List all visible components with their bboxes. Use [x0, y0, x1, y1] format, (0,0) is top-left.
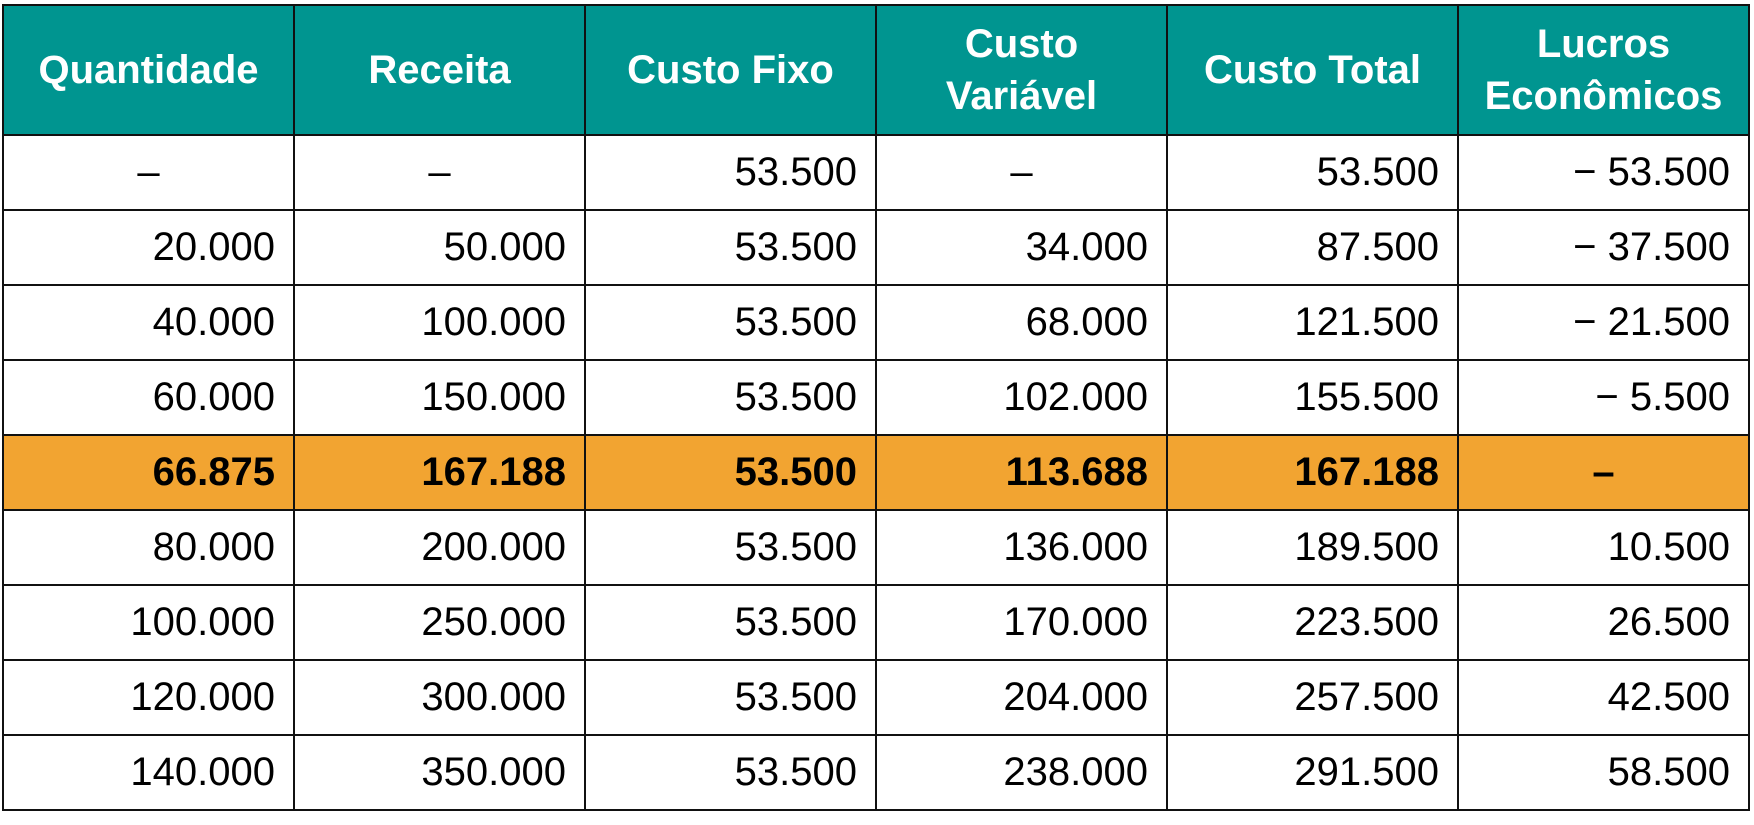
cell-lucros-economicos: − 37.500 [1457, 209, 1750, 286]
cell-custo-fixo: 53.500 [584, 734, 877, 811]
cell-custo-fixo: 53.500 [584, 509, 877, 586]
cell-custo-total: 155.500 [1166, 359, 1459, 436]
cell-custo-total: 223.500 [1166, 584, 1459, 661]
cell-custo-total: 291.500 [1166, 734, 1459, 811]
table-row: 40.000 100.000 53.500 68.000 121.500 − 2… [2, 284, 1750, 361]
cell-lucros-economicos: 42.500 [1457, 659, 1750, 736]
cell-lucros-economicos: 26.500 [1457, 584, 1750, 661]
cell-custo-variavel: – [875, 134, 1168, 211]
table-row: 20.000 50.000 53.500 34.000 87.500 − 37.… [2, 209, 1750, 286]
cell-lucros-economicos: − 53.500 [1457, 134, 1750, 211]
cell-custo-variavel: 170.000 [875, 584, 1168, 661]
cell-custo-variavel: 34.000 [875, 209, 1168, 286]
table-row: 60.000 150.000 53.500 102.000 155.500 − … [2, 359, 1750, 436]
cell-custo-fixo: 53.500 [584, 434, 877, 511]
cell-quantidade: 20.000 [2, 209, 295, 286]
cell-custo-total: 189.500 [1166, 509, 1459, 586]
table-row: – – 53.500 – 53.500 − 53.500 [2, 134, 1750, 211]
cell-receita: 150.000 [293, 359, 586, 436]
table-row: 100.000 250.000 53.500 170.000 223.500 2… [2, 584, 1750, 661]
header-quantidade: Quantidade [2, 4, 295, 136]
cell-lucros-economicos: 10.500 [1457, 509, 1750, 586]
cell-receita: 350.000 [293, 734, 586, 811]
table-row: 140.000 350.000 53.500 238.000 291.500 5… [2, 734, 1750, 811]
cell-receita: 200.000 [293, 509, 586, 586]
cell-custo-variavel: 68.000 [875, 284, 1168, 361]
cell-custo-fixo: 53.500 [584, 284, 877, 361]
breakeven-row: 66.875 167.188 53.500 113.688 167.188 – [2, 434, 1750, 511]
table-header: Quantidade Receita Custo Fixo Custo Vari… [2, 4, 1750, 136]
cell-receita: 50.000 [293, 209, 586, 286]
cell-custo-fixo: 53.500 [584, 134, 877, 211]
cell-lucros-economicos: − 21.500 [1457, 284, 1750, 361]
cell-custo-fixo: 53.500 [584, 584, 877, 661]
table-row: 120.000 300.000 53.500 204.000 257.500 4… [2, 659, 1750, 736]
cell-custo-fixo: 53.500 [584, 659, 877, 736]
breakeven-table: Quantidade Receita Custo Fixo Custo Vari… [2, 4, 1750, 811]
cell-receita: 167.188 [293, 434, 586, 511]
cell-custo-total: 53.500 [1166, 134, 1459, 211]
cell-quantidade: 80.000 [2, 509, 295, 586]
header-custo-fixo: Custo Fixo [584, 4, 877, 136]
cell-quantidade: 60.000 [2, 359, 295, 436]
cell-custo-variavel: 238.000 [875, 734, 1168, 811]
cell-custo-total: 87.500 [1166, 209, 1459, 286]
table-row: 80.000 200.000 53.500 136.000 189.500 10… [2, 509, 1750, 586]
cell-quantidade: 120.000 [2, 659, 295, 736]
cell-custo-variavel: 136.000 [875, 509, 1168, 586]
cell-custo-variavel: 204.000 [875, 659, 1168, 736]
table-body: – – 53.500 – 53.500 − 53.500 20.000 50.0… [2, 134, 1750, 811]
cell-quantidade: 100.000 [2, 584, 295, 661]
cell-receita: 250.000 [293, 584, 586, 661]
cell-receita: – [293, 134, 586, 211]
cell-quantidade: 40.000 [2, 284, 295, 361]
header-custo-total: Custo Total [1166, 4, 1459, 136]
cell-custo-total: 121.500 [1166, 284, 1459, 361]
header-custo-variavel: Custo Variável [875, 4, 1168, 136]
cell-custo-fixo: 53.500 [584, 359, 877, 436]
cell-quantidade: 66.875 [2, 434, 295, 511]
header-row: Quantidade Receita Custo Fixo Custo Vari… [2, 4, 1750, 136]
cell-custo-total: 167.188 [1166, 434, 1459, 511]
cell-custo-total: 257.500 [1166, 659, 1459, 736]
header-lucros-economicos: Lucros Econômicos [1457, 4, 1750, 136]
header-receita: Receita [293, 4, 586, 136]
cell-custo-variavel: 113.688 [875, 434, 1168, 511]
cell-quantidade: – [2, 134, 295, 211]
cell-custo-variavel: 102.000 [875, 359, 1168, 436]
cell-receita: 300.000 [293, 659, 586, 736]
cell-lucros-economicos: 58.500 [1457, 734, 1750, 811]
cell-receita: 100.000 [293, 284, 586, 361]
cell-quantidade: 140.000 [2, 734, 295, 811]
cell-lucros-economicos: – [1457, 434, 1750, 511]
cell-custo-fixo: 53.500 [584, 209, 877, 286]
cell-lucros-economicos: − 5.500 [1457, 359, 1750, 436]
